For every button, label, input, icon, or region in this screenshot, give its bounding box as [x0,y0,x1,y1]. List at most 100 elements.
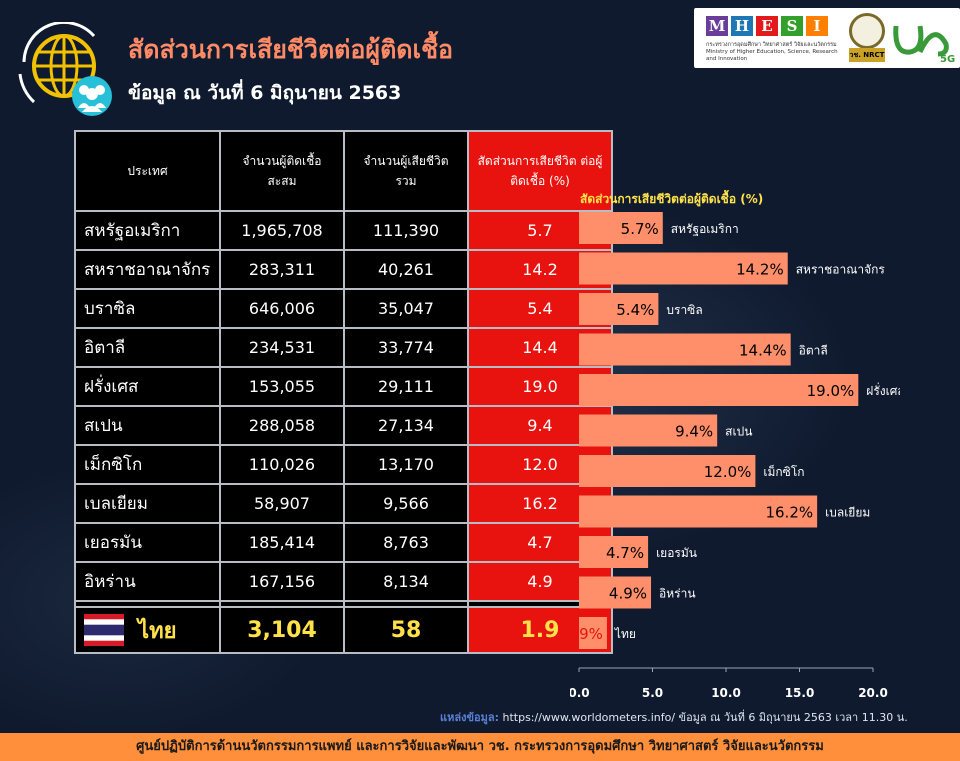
x-tick-label: 20.0 [858,686,888,700]
source-note: แหล่งข้อมูล: https://www.worldometers.in… [440,708,908,726]
deaths-cell: 40,261 [343,249,469,290]
header-deaths: จำนวนผู้เสียชีวิต รวม [343,130,469,212]
bar-category-label: ฝรั่งเศส [866,382,900,398]
country-cell: เบลเยียม [74,483,221,524]
x-tick-label: 5.0 [642,686,663,700]
country-cell: เม็กซิโก [74,444,221,485]
cases-cell: 283,311 [219,249,345,290]
cases-cell: 153,055 [219,366,345,407]
deaths-cell: 58 [343,606,469,654]
bar-category-label: ไทย [614,627,636,641]
header-country: ประเทศ [74,130,221,212]
bar-value-label: 12.0% [704,463,752,481]
cases-cell: 288,058 [219,405,345,446]
chart-bar [579,252,788,285]
x-tick-label: 15.0 [785,686,815,700]
bar-value-label: 19.0% [807,382,855,400]
bar-value-label: 5.4% [616,301,654,319]
mhesi-letter: M [706,16,728,36]
chart-bar [579,333,791,366]
nrct-label: วช. NRCT [849,48,885,62]
cases-cell: 110,026 [219,444,345,485]
deaths-cell: 111,390 [343,210,469,251]
thailand-flag-icon [84,614,124,646]
cases-cell: 167,156 [219,561,345,602]
bar-value-label: 5.7% [621,220,659,238]
deaths-cell: 9,566 [343,483,469,524]
deaths-cell: 8,763 [343,522,469,563]
bar-value-label: 14.2% [736,261,784,279]
bar-category-label: บราซิล [666,303,702,317]
header-cases: จำนวนผู้ติดเชื้อ สะสม [219,130,345,212]
bar-value-label: 1.9% [570,625,603,643]
table-spacer-row [74,600,613,608]
deaths-cell: 13,170 [343,444,469,485]
table-row: บราซิล 646,006 35,047 5.4 [74,288,613,329]
chart-bar [579,374,859,406]
mhesi-letter: S [781,16,803,36]
bar-value-label: 16.2% [765,504,813,522]
chart-bar [579,576,652,609]
chart-bar [579,212,663,244]
bar-value-label: 4.7% [606,544,644,562]
table-row: สหรัฐอเมริกา 1,965,708 111,390 5.7 [74,210,613,251]
table-row: เม็กซิโก 110,026 13,170 12.0 [74,444,613,485]
table-row: เยอรมัน 185,414 8,763 4.7 [74,522,613,563]
country-cell: บราซิล [74,288,221,329]
table-row: อิหร่าน 167,156 8,134 4.9 [74,561,613,602]
bar-chart: 5.7% สหรัฐอเมริกา 14.2% สหราชอาณาจักร 5.4% บร… [570,212,900,700]
table-row: สหราชอาณาจักร 283,311 40,261 14.2 [74,249,613,290]
mhesi-letter: I [806,16,828,36]
country-cell: สหรัฐอเมริกา [74,210,221,251]
bar-value-label: 14.4% [739,342,787,360]
source-text: https://www.worldometers.info/ ข้อมูล ณ … [502,711,908,724]
data-table: ประเทศ จำนวนผู้ติดเชื้อ สะสม จำนวนผู้เสี… [74,130,613,654]
mhesi-letter: H [731,16,753,36]
bar-category-label: สเปน [725,425,752,439]
page-subtitle: ข้อมูล ณ วันที่ 6 มิถุนายน 2563 [128,82,402,104]
thailand-label: ไทย [138,618,177,644]
cases-cell: 58,907 [219,483,345,524]
deaths-cell: 8,134 [343,561,469,602]
bar-value-label: 4.9% [609,585,647,603]
deaths-cell: 29,111 [343,366,469,407]
footer-banner: ศูนย์ปฏิบัติการด้านนวัตกรรมการแพทย์ และก… [0,733,960,761]
mhesi-letter: E [756,16,778,36]
chart-bar [579,495,818,528]
country-cell: สหราชอาณาจักร [74,249,221,290]
mhesi-caption: กระทรวงการอุดมศึกษา วิทยาศาสตร์ วิจัยและ… [706,42,838,62]
chart-bar [579,414,718,447]
deaths-cell: 35,047 [343,288,469,329]
bar-category-label: เยอรมัน [656,546,697,560]
country-cell: เยอรมัน [74,522,221,563]
table-header-row: ประเทศ จำนวนผู้ติดเชื้อ สะสม จำนวนผู้เสี… [74,130,613,212]
mhesi-logo: M H E S I [706,16,828,36]
country-cell: อิตาลี [74,327,221,368]
table-row-thailand: ไทย 3,104 58 1.9 [74,606,613,654]
country-cell: ฝรั่งเศส [74,366,221,407]
table-row: อิตาลี 234,531 33,774 14.4 [74,327,613,368]
bar-category-label: อิตาลี [799,344,828,358]
bar-category-label: อิหร่าน [659,587,696,601]
bar-category-label: เม็กซิโก [763,464,804,479]
cases-cell: 646,006 [219,288,345,329]
country-cell-thailand: ไทย [74,606,221,654]
cases-cell: 185,414 [219,522,345,563]
x-tick-label: 0.0 [570,686,590,700]
country-cell: อิหร่าน [74,561,221,602]
deaths-cell: 27,134 [343,405,469,446]
x-tick-label: 10.0 [711,686,741,700]
globe-people-icon [18,22,112,116]
logo-panel: M H E S I กระทรวงการอุดมศึกษา วิทยาศาสตร… [694,8,960,68]
chart-bar [579,293,659,325]
nrct-5g-logo: 5G [893,25,955,64]
cases-cell: 3,104 [219,606,345,654]
chart-bar [579,617,607,649]
deaths-cell: 33,774 [343,327,469,368]
bar-category-label: เบลเยียม [825,506,870,520]
fiveg-label: 5G [940,54,955,64]
cases-cell: 1,965,708 [219,210,345,251]
source-label: แหล่งข้อมูล: [440,711,499,724]
nrct-seal-icon [849,13,885,49]
cases-cell: 234,531 [219,327,345,368]
